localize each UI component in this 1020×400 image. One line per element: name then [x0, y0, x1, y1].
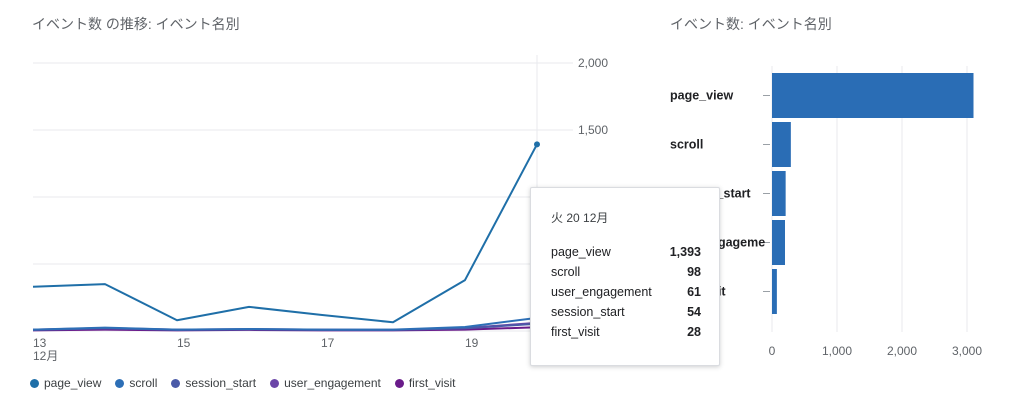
bar-x-tick-label: 2,000	[887, 344, 917, 358]
x-tick-label: 17	[321, 336, 335, 350]
x-tick-label: 15	[177, 336, 191, 350]
legend-label: page_view	[44, 376, 102, 390]
x-tick-label: 19	[465, 336, 479, 350]
legend-dot-icon	[115, 378, 125, 388]
tooltip-value: 98	[687, 265, 701, 279]
y-tick-label: 2,000	[578, 56, 608, 70]
series-line-page-view	[32, 143, 538, 324]
tooltip-label: scroll	[551, 265, 581, 279]
series-point-page-view	[534, 141, 540, 148]
y-tick-label: 1,500	[578, 123, 608, 137]
legend-dot-icon	[270, 378, 280, 388]
x-tick-label: 13	[33, 336, 47, 350]
legend-label: scroll	[129, 376, 158, 390]
tooltip-value: 28	[687, 325, 701, 339]
tooltip-date: 火 20 12月	[551, 211, 609, 225]
bar-user-engageme	[772, 220, 785, 265]
tooltip-label: first_visit	[551, 325, 600, 339]
bar-category-label: scroll	[670, 138, 703, 152]
legend-label: first_visit	[408, 376, 456, 390]
tooltip-row: session_start 54	[551, 305, 701, 319]
legend-item[interactable]: scroll	[115, 376, 157, 390]
bar-x-tick-label: 1,000	[822, 344, 852, 358]
tooltip-label: user_engagement	[551, 285, 652, 299]
bar-x-tick-label: 0	[769, 344, 776, 358]
tooltip-label: page_view	[551, 245, 611, 259]
legend-label: session_start	[185, 376, 257, 390]
tooltip-row: first_visit 28	[551, 325, 701, 339]
bar-category-label: page_view	[670, 89, 734, 103]
legend-item[interactable]: session_start	[171, 376, 256, 390]
bar-page-view	[772, 73, 974, 118]
tooltip-value: 61	[687, 285, 701, 299]
legend-item[interactable]: page_view	[30, 376, 101, 390]
legend-item[interactable]: first_visit	[394, 376, 456, 390]
bar-chart-title: イベント数: イベント名別	[670, 16, 832, 32]
legend-label: user_engagement	[284, 376, 381, 390]
bar-scroll	[772, 122, 791, 167]
tooltip-value: 1,393	[669, 245, 701, 259]
data-tooltip: 火 20 12月 page_view 1,393 scroll 98 user_…	[530, 187, 720, 366]
legend-item[interactable]: user_engagement	[270, 376, 381, 390]
legend-dot-icon	[394, 378, 404, 388]
bar-session-start	[772, 171, 786, 216]
tooltip-row: scroll 98	[551, 265, 701, 279]
tooltip-value: 54	[687, 305, 701, 319]
line-chart-title: イベント数 の推移: イベント名別	[32, 16, 240, 32]
x-axis-month-label: 12月	[33, 349, 58, 363]
bar-x-tick-label: 3,000	[952, 344, 982, 358]
line-chart-legend: page_view scroll session_start user_engagem…	[30, 376, 456, 390]
series-line-scroll	[32, 316, 538, 331]
legend-dot-icon	[171, 378, 181, 388]
legend-dot-icon	[30, 378, 39, 388]
tooltip-row: page_view 1,393	[551, 245, 701, 259]
tooltip-label: session_start	[551, 305, 625, 319]
bar-first-visit	[772, 269, 777, 314]
tooltip-row: user_engagement 61	[551, 285, 701, 299]
